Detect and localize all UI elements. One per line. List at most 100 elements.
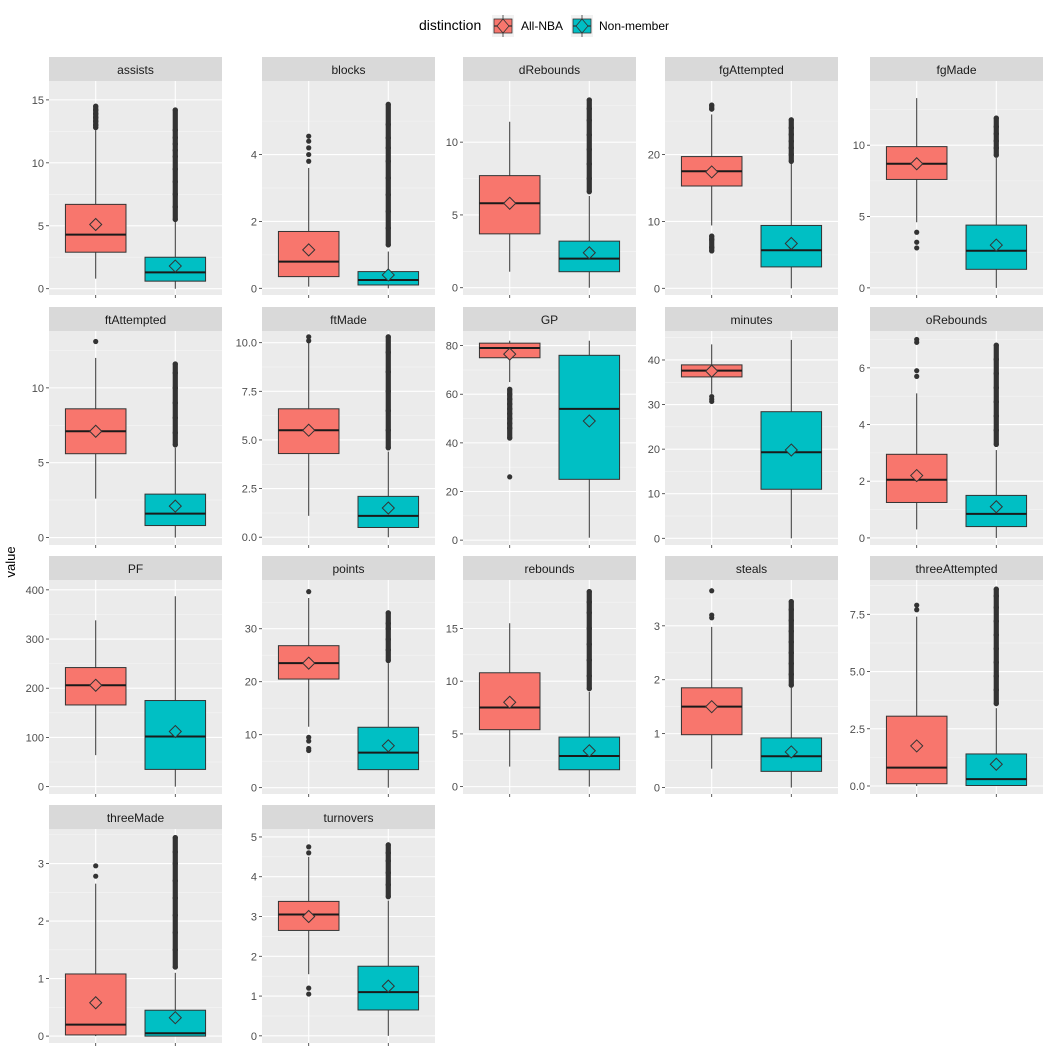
panel-ftAttempted: ftAttempted 0 5 10 <box>32 307 222 548</box>
y-tick-label: 10 <box>446 137 458 149</box>
facet-label: blocks <box>331 63 365 77</box>
outlier-point <box>507 474 513 480</box>
mean-marker <box>302 909 316 924</box>
outlier-point <box>709 612 715 618</box>
y-tick-label: 3 <box>251 912 257 924</box>
box-non-member <box>144 361 207 538</box>
facet-strip <box>463 556 636 580</box>
panel-steals: steals 0 1 2 3 <box>654 556 838 797</box>
facet-strip <box>262 57 435 81</box>
mean-marker <box>381 979 395 993</box>
facet-strip <box>463 57 636 81</box>
box-all-nba <box>680 344 743 405</box>
y-tick-label: 7.5 <box>242 386 257 398</box>
outlier-point <box>306 991 312 997</box>
panel-blocks: blocks 0 2 4 <box>251 57 435 298</box>
facet-label: steals <box>736 562 767 576</box>
y-tick-label: 10 <box>446 676 458 688</box>
outlier-point <box>914 245 920 251</box>
box-all-nba <box>885 602 948 786</box>
mean-marker <box>784 443 798 457</box>
outlier-point <box>914 229 920 235</box>
mean-marker <box>705 699 719 714</box>
facet-label: threeMade <box>107 811 165 825</box>
panel-fgMade: fgMade 0 5 10 <box>853 57 1043 298</box>
legend-label-non-member: Non-member <box>599 19 669 33</box>
facet-strip <box>665 556 838 580</box>
y-tick-label: 0 <box>251 783 257 795</box>
mean-marker <box>302 243 316 257</box>
mean-marker <box>168 724 182 739</box>
y-tick-label: 10 <box>648 216 660 228</box>
y-tick-label: 0 <box>654 283 660 295</box>
facet-strip <box>870 556 1043 580</box>
box-iqr <box>558 736 621 771</box>
facet-strip <box>49 57 222 81</box>
mean-marker <box>89 217 103 232</box>
facet-label: GP <box>541 313 558 327</box>
y-tick-label: 2.5 <box>242 484 257 496</box>
panel-threeMade: threeMade 0 1 2 3 <box>38 805 222 1046</box>
y-tick-label: 20 <box>446 487 458 499</box>
outlier-point <box>914 239 920 245</box>
y-tick-label: 2 <box>654 675 660 687</box>
y-tick-label: 2.5 <box>850 724 865 736</box>
outlier-point <box>93 338 99 345</box>
y-tick-label: 0 <box>859 283 865 295</box>
y-tick-label: 60 <box>446 389 458 401</box>
facet-label: assists <box>117 63 154 77</box>
y-tick-label: 4 <box>251 150 257 162</box>
mean-marker <box>582 246 596 260</box>
box-all-nba <box>478 121 541 272</box>
panel-turnovers: turnovers 0 1 2 3 4 5 <box>251 805 435 1046</box>
mean-marker <box>302 656 316 670</box>
y-tick-label: 10 <box>648 489 660 501</box>
box-all-nba <box>64 338 127 499</box>
outlier-point <box>93 863 99 869</box>
facet-label: dRebounds <box>519 63 580 77</box>
mean-marker <box>503 695 517 709</box>
facet-label: ftAttempted <box>105 313 166 327</box>
y-tick-label: 5 <box>251 832 257 844</box>
y-tick-label: 30 <box>648 400 660 412</box>
y-tick-label: 3 <box>654 621 660 633</box>
box-non-member <box>965 586 1028 787</box>
facet-label: fgMade <box>936 63 976 77</box>
outlier-point <box>306 844 312 850</box>
y-tick-label: 0 <box>38 533 44 545</box>
panel-minutes: minutes 0 10 20 30 40 <box>648 307 838 548</box>
box-non-member <box>144 835 207 1037</box>
y-tick-label: 20 <box>245 677 257 689</box>
y-tick-label: 5 <box>38 458 44 470</box>
outlier-point <box>914 607 920 613</box>
panel-rebounds: rebounds 0 5 10 15 <box>446 556 636 797</box>
box-all-nba <box>64 863 127 1037</box>
y-tick-label: 7.5 <box>850 609 865 621</box>
panel-dRebounds: dRebounds 0 5 10 <box>446 57 636 298</box>
legend-title: distinction <box>419 17 481 33</box>
y-tick-label: 3 <box>38 859 44 871</box>
outlier-point <box>306 158 312 164</box>
y-tick-label: 5.0 <box>850 667 865 679</box>
legend-key-all-nba <box>492 15 514 37</box>
outlier-point <box>306 850 312 856</box>
mean-marker <box>705 364 719 378</box>
outlier-point <box>306 133 312 139</box>
box-non-member <box>144 596 207 787</box>
mean-marker <box>989 500 1003 514</box>
y-tick-label: 0 <box>452 283 458 295</box>
box-all-nba <box>64 103 127 279</box>
y-tick-label: 5 <box>38 221 44 233</box>
box-non-member <box>760 117 823 289</box>
panel-background <box>262 829 435 1043</box>
mean-marker <box>381 501 395 515</box>
y-tick-label: 2 <box>859 476 865 488</box>
facet-strip <box>463 307 636 331</box>
box-non-member <box>558 97 621 288</box>
y-tick-label: 0 <box>251 1031 257 1043</box>
facet-strip <box>262 805 435 829</box>
box-all-nba <box>277 844 340 997</box>
y-tick-label: 0.0 <box>850 781 865 793</box>
facet-strip <box>665 57 838 81</box>
